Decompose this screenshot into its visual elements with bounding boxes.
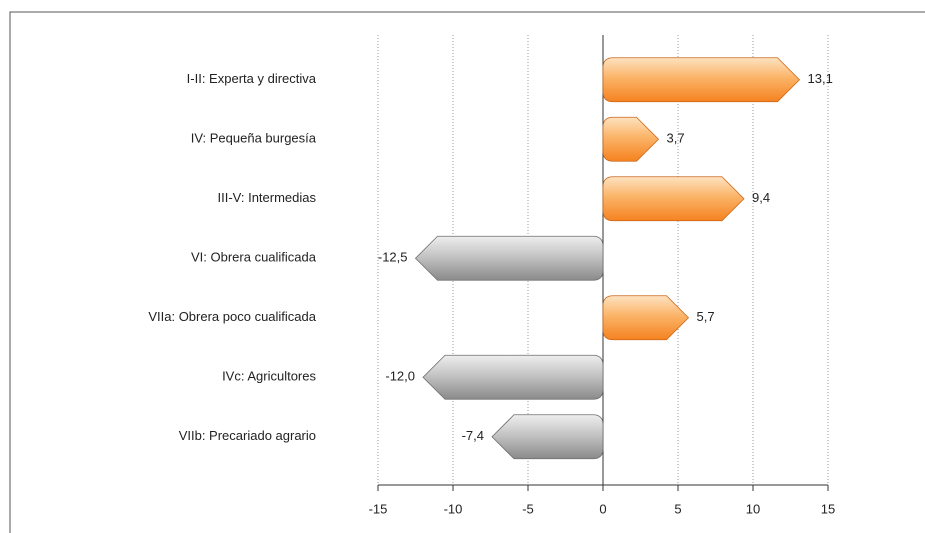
x-tick-label: -10 (444, 501, 463, 516)
bar (602, 176, 745, 222)
bar (414, 235, 604, 281)
y-tick-label: IVc: Agricultores (222, 369, 316, 384)
bar (422, 354, 604, 400)
x-tick-label: 10 (746, 501, 760, 516)
y-tick-label: VIIa: Obrera poco cualificada (148, 309, 316, 324)
value-label: -12,5 (378, 250, 408, 265)
bar (602, 57, 801, 103)
frame (9, 11, 925, 533)
y-tick-label: III-V: Intermedias (218, 190, 317, 205)
bar (602, 295, 690, 341)
value-label: 9,4 (752, 190, 770, 205)
bar (491, 414, 604, 460)
x-tick-label: 15 (821, 501, 835, 516)
bar (602, 116, 660, 162)
y-tick-label: I-II: Experta y directiva (187, 71, 317, 86)
y-tick-label: VI: Obrera cualificada (191, 250, 317, 265)
value-label: 5,7 (697, 309, 715, 324)
value-label: 13,1 (808, 71, 833, 86)
x-tick-label: -5 (522, 501, 534, 516)
value-label: -12,0 (385, 369, 415, 384)
value-label: -7,4 (462, 428, 484, 443)
y-tick-label: IV: Pequeña burgesía (191, 131, 317, 146)
y-tick-label: VIIb: Precariado agrario (179, 428, 316, 443)
x-tick-label: 5 (674, 501, 681, 516)
x-tick-label: -15 (369, 501, 388, 516)
value-label: 3,7 (667, 131, 685, 146)
x-tick-label: 0 (599, 501, 606, 516)
